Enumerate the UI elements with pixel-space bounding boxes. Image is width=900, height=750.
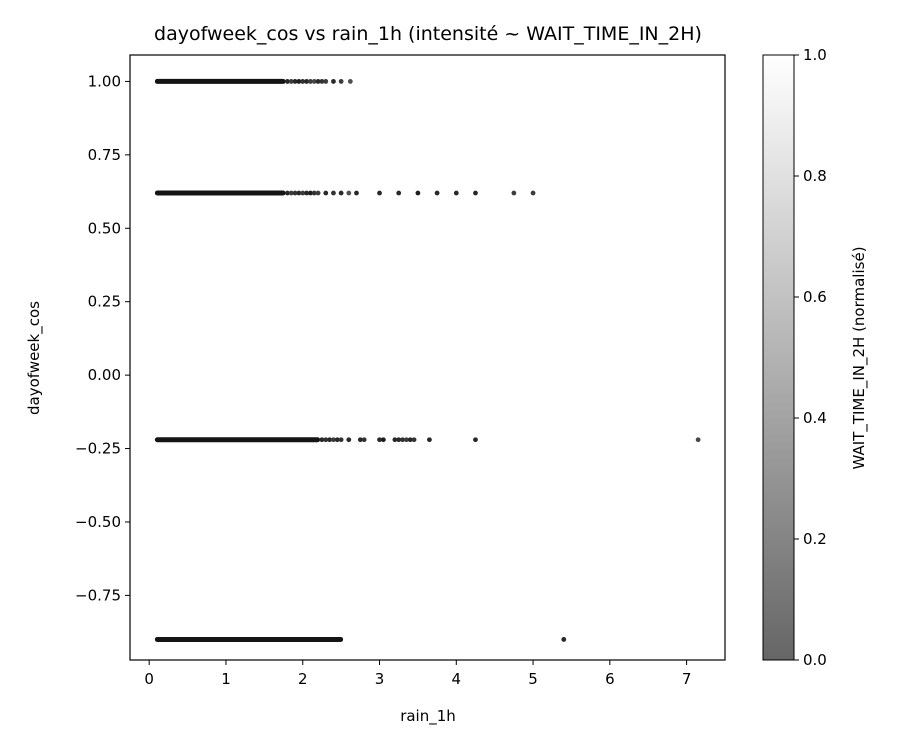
- data-point: [311, 79, 317, 84]
- data-point: [308, 190, 313, 196]
- data-point: [511, 190, 517, 196]
- data-point: [311, 190, 317, 196]
- data-point: [304, 79, 309, 84]
- data-point: [338, 437, 344, 443]
- y-tick-label: −0.75: [75, 586, 121, 604]
- x-tick-label: 0: [144, 670, 154, 688]
- data-point: [292, 79, 298, 84]
- data-point: [354, 190, 359, 196]
- data-point: [284, 79, 290, 84]
- data-point: [300, 79, 306, 84]
- data-point: [473, 437, 478, 443]
- colorbar-tick-label: 0.2: [803, 530, 827, 548]
- data-point: [695, 437, 701, 443]
- x-tick-label: 3: [375, 670, 385, 688]
- data-point: [296, 190, 302, 196]
- colorbar-tick-label: 0.4: [803, 409, 827, 427]
- y-tick-label: 0.25: [88, 293, 121, 311]
- data-point: [361, 437, 367, 443]
- point-band-1: [154, 190, 286, 196]
- data-point: [296, 79, 302, 84]
- data-point: [284, 190, 290, 196]
- x-tick-label: 2: [298, 670, 308, 688]
- data-point: [473, 190, 478, 196]
- data-point: [315, 79, 321, 84]
- data-point: [407, 437, 413, 443]
- data-point: [338, 79, 344, 84]
- data-point: [561, 637, 567, 642]
- data-point: [346, 190, 352, 196]
- data-point: [453, 190, 459, 196]
- data-point: [334, 437, 340, 443]
- data-point: [377, 437, 382, 443]
- data-point: [323, 437, 329, 443]
- data-point: [403, 437, 409, 443]
- colorbar: [762, 54, 795, 661]
- colorbar-tick-label: 1.0: [803, 46, 827, 64]
- colorbar-label: WAIT_TIME_IN_2H (normalisé): [850, 246, 869, 469]
- data-point: [380, 437, 386, 443]
- data-point: [427, 437, 432, 443]
- point-band-3: [154, 636, 344, 642]
- y-tick-label: 0.50: [88, 219, 121, 237]
- data-point: [338, 190, 344, 196]
- data-point: [346, 437, 352, 443]
- y-axis: 1.00 0.75 0.50 0.25 0.00 −0.25 −0.50 −0.75: [75, 72, 130, 604]
- plot-frame: [129, 54, 726, 661]
- point-band-2: [154, 437, 321, 443]
- colorbar-tick-label: 0.8: [803, 167, 827, 185]
- data-point: [392, 437, 398, 443]
- data-point: [434, 190, 440, 196]
- data-point: [319, 437, 325, 443]
- data-point: [315, 190, 321, 196]
- x-axis: 0 1 2 3 4 5 6 7: [144, 660, 691, 688]
- x-tick-label: 7: [682, 670, 692, 688]
- data-point: [323, 79, 329, 84]
- data-point: [292, 190, 298, 196]
- y-tick-label: −0.25: [75, 440, 121, 458]
- data-point: [323, 190, 329, 196]
- data-point: [288, 190, 294, 196]
- y-tick-label: 0.00: [88, 366, 121, 384]
- data-point: [331, 437, 336, 443]
- data-point: [396, 190, 402, 196]
- data-point: [319, 79, 325, 84]
- data-point: [300, 190, 306, 196]
- points-layer: [154, 78, 701, 642]
- colorbar-axis: 0.0 0.2 0.4 0.6 0.8 1.0: [794, 46, 827, 669]
- data-point: [415, 190, 421, 196]
- data-point: [377, 190, 382, 196]
- point-band-0: [154, 78, 286, 84]
- y-tick-label: 0.75: [88, 146, 121, 164]
- x-tick-label: 6: [605, 670, 615, 688]
- x-tick-label: 4: [452, 670, 462, 688]
- chart-title: dayofweek_cos vs rain_1h (intensité ~ WA…: [154, 23, 702, 45]
- data-point: [308, 79, 313, 84]
- y-axis-label: dayofweek_cos: [25, 301, 44, 415]
- data-point: [400, 437, 405, 443]
- colorbar-tick-label: 0.6: [803, 288, 827, 306]
- data-point: [347, 79, 353, 84]
- colorbar-tick-label: 0.0: [803, 651, 827, 669]
- data-point: [304, 190, 309, 196]
- data-point: [327, 437, 333, 443]
- data-point: [396, 437, 402, 443]
- data-point: [411, 437, 417, 443]
- x-tick-label: 1: [221, 670, 231, 688]
- x-axis-label: rain_1h: [400, 707, 456, 726]
- data-point: [288, 79, 294, 84]
- x-tick-label: 5: [528, 670, 538, 688]
- y-tick-label: −0.50: [75, 513, 121, 531]
- y-tick-label: 1.00: [88, 72, 121, 90]
- data-point: [357, 437, 363, 443]
- data-point: [331, 190, 336, 196]
- data-point: [331, 79, 336, 84]
- data-point: [530, 190, 536, 196]
